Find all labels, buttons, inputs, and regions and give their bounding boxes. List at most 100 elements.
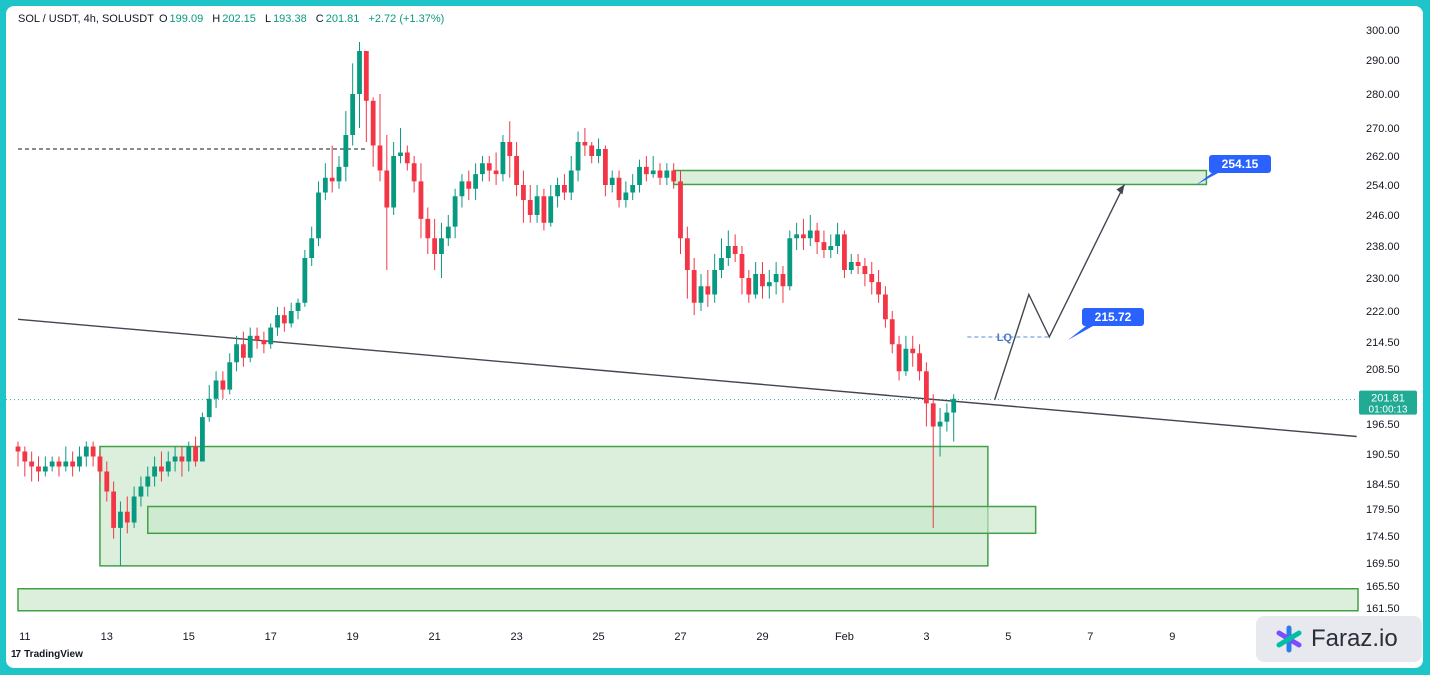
candle-body[interactable]: [712, 270, 718, 295]
price-callout-box[interactable]: [1082, 308, 1144, 326]
candle-body[interactable]: [439, 238, 444, 254]
candle-body[interactable]: [807, 230, 813, 239]
candle-body[interactable]: [220, 380, 226, 390]
candle-body[interactable]: [200, 417, 205, 462]
candle-body[interactable]: [514, 156, 519, 185]
candle-body[interactable]: [77, 456, 82, 467]
candle-body[interactable]: [165, 461, 171, 472]
candle-body[interactable]: [384, 170, 390, 208]
candle-body[interactable]: [562, 185, 567, 193]
candle-body[interactable]: [883, 294, 888, 320]
candle-body[interactable]: [145, 476, 151, 487]
candle-body[interactable]: [746, 278, 752, 295]
candle-body[interactable]: [671, 170, 677, 182]
candle-body[interactable]: [732, 246, 738, 254]
candle-body[interactable]: [261, 339, 267, 345]
candle-body[interactable]: [432, 238, 438, 254]
candle-body[interactable]: [90, 446, 96, 457]
candle-body[interactable]: [302, 258, 308, 303]
candle-body[interactable]: [828, 246, 834, 250]
candle-body[interactable]: [575, 142, 581, 171]
candle-body[interactable]: [159, 466, 164, 472]
candle-body[interactable]: [616, 177, 622, 200]
candle-body[interactable]: [678, 181, 683, 239]
projection-path[interactable]: [994, 184, 1126, 400]
candle-body[interactable]: [227, 362, 233, 390]
price-callout-box[interactable]: [1209, 155, 1271, 173]
candle-body[interactable]: [63, 461, 69, 467]
candle-body[interactable]: [541, 196, 547, 223]
candle-body[interactable]: [507, 142, 513, 156]
price-chart[interactable]: 300.00 290.00 280.00 270.00 262.00 254.00 246.…: [6, 6, 1423, 668]
candle-body[interactable]: [473, 174, 479, 189]
candle-body[interactable]: [15, 446, 21, 452]
candle-body[interactable]: [240, 344, 246, 358]
candle-body[interactable]: [835, 234, 840, 246]
candle-body[interactable]: [753, 274, 759, 295]
candle-body[interactable]: [869, 274, 875, 283]
candle-body[interactable]: [425, 218, 431, 239]
candle-body[interactable]: [623, 192, 629, 201]
candle-body[interactable]: [247, 335, 253, 358]
candle-body[interactable]: [172, 456, 178, 462]
candle-body[interactable]: [309, 238, 315, 258]
candle-body[interactable]: [486, 163, 492, 171]
candle-body[interactable]: [643, 166, 649, 175]
candle-body[interactable]: [698, 286, 704, 303]
candle-body[interactable]: [275, 315, 280, 328]
candle-body[interactable]: [97, 456, 103, 472]
candle-body[interactable]: [780, 274, 786, 287]
candle-body[interactable]: [466, 181, 472, 189]
candle-body[interactable]: [36, 466, 41, 472]
candle-body[interactable]: [42, 466, 48, 472]
candle-body[interactable]: [691, 270, 697, 303]
candle-body[interactable]: [493, 170, 499, 175]
demand-zone[interactable]: [147, 505, 1037, 535]
candle-body[interactable]: [896, 344, 902, 372]
candle-body[interactable]: [336, 166, 342, 182]
candle-body[interactable]: [760, 274, 765, 287]
candle-body[interactable]: [111, 491, 117, 528]
candle-body[interactable]: [179, 456, 185, 462]
candle-body[interactable]: [186, 446, 192, 462]
candle-body[interactable]: [705, 286, 711, 295]
candle-body[interactable]: [548, 196, 554, 223]
candle-body[interactable]: [404, 152, 410, 164]
candle-body[interactable]: [766, 282, 772, 287]
candle-body[interactable]: [213, 380, 219, 399]
candle-body[interactable]: [234, 344, 239, 363]
candle-body[interactable]: [363, 51, 369, 101]
candle-body[interactable]: [49, 461, 55, 467]
candle-body[interactable]: [910, 348, 916, 354]
candle-body[interactable]: [83, 446, 89, 457]
candle-body[interactable]: [862, 266, 868, 274]
candle-body[interactable]: [848, 262, 854, 270]
candle-body[interactable]: [739, 254, 745, 278]
candle-body[interactable]: [104, 471, 110, 492]
candle-body[interactable]: [801, 234, 806, 239]
candle-body[interactable]: [452, 196, 458, 227]
candle-body[interactable]: [500, 142, 506, 175]
candle-body[interactable]: [944, 412, 950, 422]
candle-body[interactable]: [555, 185, 560, 197]
candle-body[interactable]: [370, 100, 376, 146]
candle-body[interactable]: [876, 282, 881, 295]
candle-body[interactable]: [295, 302, 301, 311]
candle-body[interactable]: [418, 181, 424, 219]
demand-zone[interactable]: [17, 588, 1359, 612]
trendline[interactable]: [17, 318, 1357, 438]
candle-body[interactable]: [527, 200, 533, 215]
candle-body[interactable]: [131, 496, 137, 523]
candle-body[interactable]: [288, 311, 294, 324]
candle-body[interactable]: [664, 170, 670, 178]
candle-body[interactable]: [602, 149, 608, 185]
candle-body[interactable]: [917, 353, 922, 372]
candle-body[interactable]: [534, 196, 540, 215]
candle-body[interactable]: [398, 152, 403, 157]
candle-body[interactable]: [329, 177, 335, 182]
candle-body[interactable]: [937, 421, 943, 427]
candle-body[interactable]: [343, 135, 349, 167]
candle-body[interactable]: [138, 486, 144, 497]
candle-body[interactable]: [56, 461, 62, 467]
demand-zone[interactable]: [672, 169, 1208, 186]
